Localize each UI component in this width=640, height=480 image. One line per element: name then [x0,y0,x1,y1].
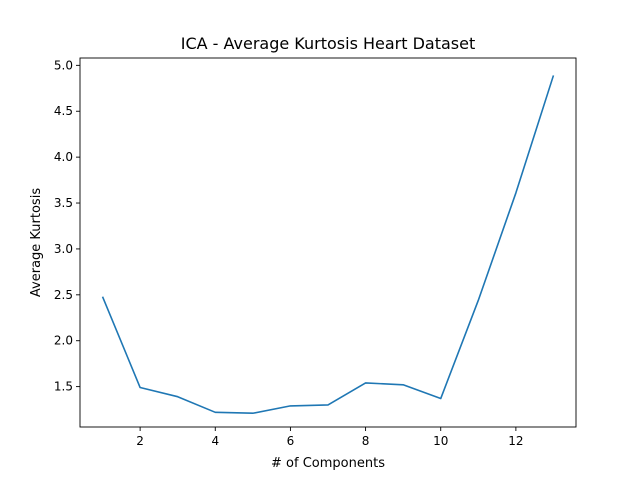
y-tick-label: 5.0 [54,58,73,72]
y-tick-label: 1.5 [54,380,73,394]
x-tick-label: 12 [508,434,523,448]
x-tick-label: 10 [433,434,448,448]
plot-frame [79,57,577,428]
y-tick-label: 2.0 [54,334,73,348]
y-tick-label: 3.5 [54,196,73,210]
series-line [101,75,555,415]
chart-title: ICA - Average Kurtosis Heart Dataset [181,34,476,53]
x-tick-label: 2 [136,434,144,448]
y-axis-label: Average Kurtosis [29,188,44,297]
x-tick-label: 6 [287,434,295,448]
x-tick-label: 8 [362,434,370,448]
y-tick-label: 2.5 [54,288,73,302]
y-tick-label: 4.5 [54,104,73,118]
x-tick-label: 4 [211,434,219,448]
y-tick-label: 4.0 [54,150,73,164]
x-axis-ticks: 2 4 6 8 10 12 [136,427,524,448]
x-axis-label: # of Components [271,456,385,471]
y-axis-ticks: 1.5 2.0 2.5 3.0 3.5 4.0 4.5 5.0 [54,58,80,394]
y-tick-label: 3.0 [54,242,73,256]
